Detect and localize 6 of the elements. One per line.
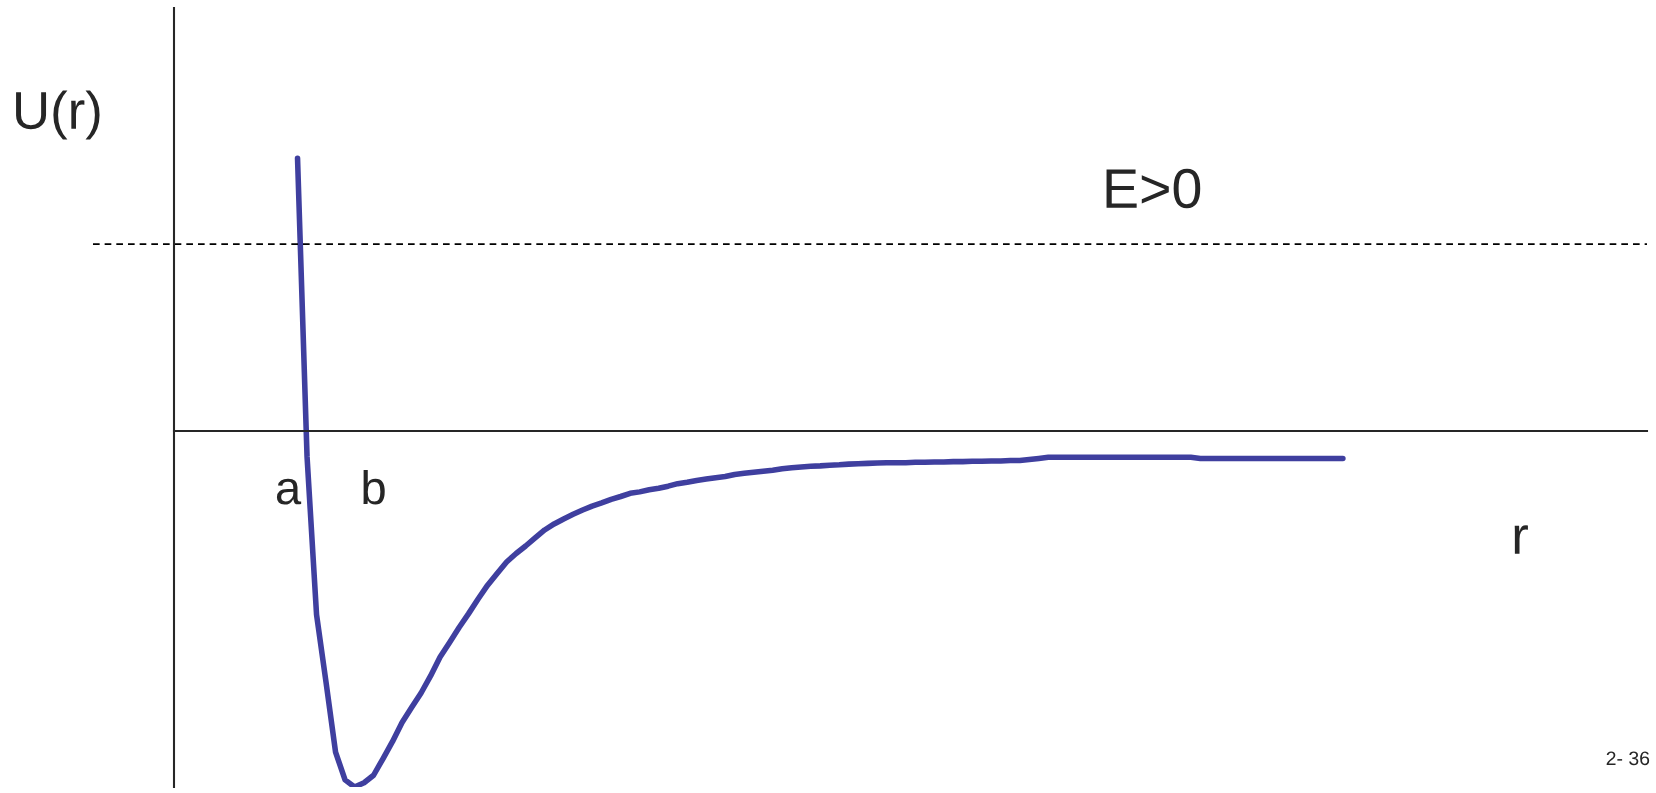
x-tick-label: a: [276, 478, 302, 505]
ref-line-label: E>0: [1106, 168, 1201, 209]
x-axis-title: r: [1514, 525, 1528, 554]
x-tick-label: b: [363, 469, 385, 505]
annotation: 2- 36: [1606, 751, 1650, 766]
y-axis-title: U(r): [16, 90, 100, 140]
